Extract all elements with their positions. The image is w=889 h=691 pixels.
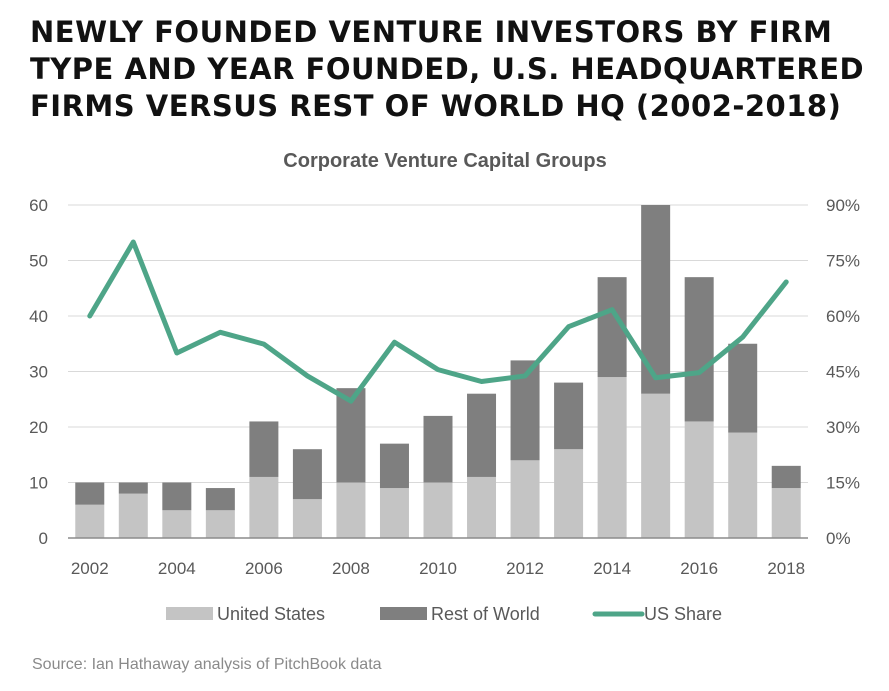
bar-rest-of-world <box>728 343 758 433</box>
bar-united-states <box>118 493 148 538</box>
bar-rest-of-world <box>118 482 148 494</box>
legend-label-us-share: US Share <box>644 604 722 624</box>
right-tick-label: 45% <box>826 363 860 382</box>
bar-united-states <box>554 449 584 538</box>
us-share-point <box>131 240 135 244</box>
bars <box>75 205 801 538</box>
us-share-point <box>567 325 571 329</box>
x-tick-label: 2012 <box>506 559 544 578</box>
bar-united-states <box>75 504 105 538</box>
left-tick-label: 10 <box>29 474 48 493</box>
bar-united-states <box>597 377 627 538</box>
bar-rest-of-world <box>75 482 105 505</box>
us-share-point <box>610 308 614 312</box>
us-share-point <box>741 335 745 339</box>
x-tick-label: 2010 <box>419 559 457 578</box>
bar-rest-of-world <box>554 382 584 450</box>
us-share-point <box>349 399 353 403</box>
us-share-point <box>218 330 222 334</box>
bar-united-states <box>162 510 192 538</box>
bar-united-states <box>292 499 322 538</box>
us-share-point <box>392 340 396 344</box>
left-tick-label: 50 <box>29 252 48 271</box>
bar-rest-of-world <box>249 421 279 477</box>
right-tick-label: 0% <box>826 529 851 548</box>
x-tick-label: 2014 <box>593 559 631 578</box>
bar-united-states <box>423 482 453 538</box>
x-axis: 2002 2004 2006 2008 2010 2012 2014 2016 2018 <box>71 559 805 578</box>
right-tick-label: 60% <box>826 307 860 326</box>
bar-united-states <box>336 482 366 538</box>
us-share-point <box>305 374 309 378</box>
left-axis: 0 10 20 30 40 50 60 <box>29 196 48 548</box>
x-tick-label: 2006 <box>245 559 283 578</box>
bar-united-states <box>771 488 801 538</box>
right-axis: 0% 15% 30% 45% 60% 75% 90% <box>826 196 860 548</box>
x-tick-label: 2004 <box>158 559 196 578</box>
gridlines <box>68 204 808 483</box>
x-tick-label: 2008 <box>332 559 370 578</box>
bar-rest-of-world <box>771 465 801 489</box>
us-share-point <box>262 342 266 346</box>
bar-united-states <box>249 476 279 538</box>
bar-united-states <box>379 488 409 538</box>
headline-line-2: TYPE AND YEAR FOUNDED, U.S. HEADQUARTERE… <box>30 52 865 86</box>
x-tick-label: 2016 <box>680 559 718 578</box>
bar-united-states <box>510 460 540 538</box>
legend-label-rest-of-world: Rest of World <box>431 604 540 624</box>
bar-united-states <box>205 510 235 538</box>
left-tick-label: 40 <box>29 307 48 326</box>
right-tick-label: 15% <box>826 474 860 493</box>
us-share-point <box>697 371 701 375</box>
x-tick-label: 2018 <box>767 559 805 578</box>
chart-title: Corporate Venture Capital Groups <box>283 150 606 172</box>
left-tick-label: 30 <box>29 363 48 382</box>
bar-united-states <box>641 393 671 538</box>
us-share-line-layer <box>87 239 789 404</box>
legend-swatch-rest-of-world <box>380 607 427 620</box>
legend-swatch-united-states <box>166 607 213 620</box>
bar-rest-of-world <box>467 393 497 477</box>
right-tick-label: 90% <box>826 196 860 215</box>
bar-united-states <box>684 421 714 538</box>
headline-line-3: FIRMS VERSUS REST OF WORLD HQ (2002-2018… <box>30 89 842 123</box>
us-share-point <box>88 314 92 318</box>
bar-united-states <box>467 476 497 538</box>
headline: NEWLY FOUNDED VENTURE INVESTORS BY FIRM … <box>30 14 875 125</box>
left-tick-label: 60 <box>29 196 48 215</box>
bar-rest-of-world <box>423 415 453 483</box>
right-tick-label: 75% <box>826 252 860 271</box>
right-tick-label: 30% <box>826 418 860 437</box>
x-tick-label: 2002 <box>71 559 109 578</box>
us-share-line <box>87 239 789 404</box>
bar-rest-of-world <box>379 443 409 489</box>
us-share-point <box>523 374 527 378</box>
bar-rest-of-world <box>162 482 192 511</box>
headline-line-1: NEWLY FOUNDED VENTURE INVESTORS BY FIRM <box>30 15 833 49</box>
bar-rest-of-world <box>205 488 235 511</box>
us-share-point <box>654 376 658 380</box>
legend-label-united-states: United States <box>217 604 325 624</box>
us-share-point <box>175 351 179 355</box>
us-share-point <box>480 379 484 383</box>
legend: United States Rest of World US Share <box>166 604 722 624</box>
left-tick-label: 0 <box>39 529 48 548</box>
us-share-point <box>784 280 788 284</box>
left-tick-label: 20 <box>29 418 48 437</box>
source-note: Source: Ian Hathaway analysis of PitchBo… <box>32 656 382 673</box>
us-share-point <box>436 368 440 372</box>
bar-united-states <box>728 432 758 538</box>
bar-rest-of-world <box>684 277 714 422</box>
bar-rest-of-world <box>292 449 322 500</box>
bar-rest-of-world <box>336 388 366 483</box>
